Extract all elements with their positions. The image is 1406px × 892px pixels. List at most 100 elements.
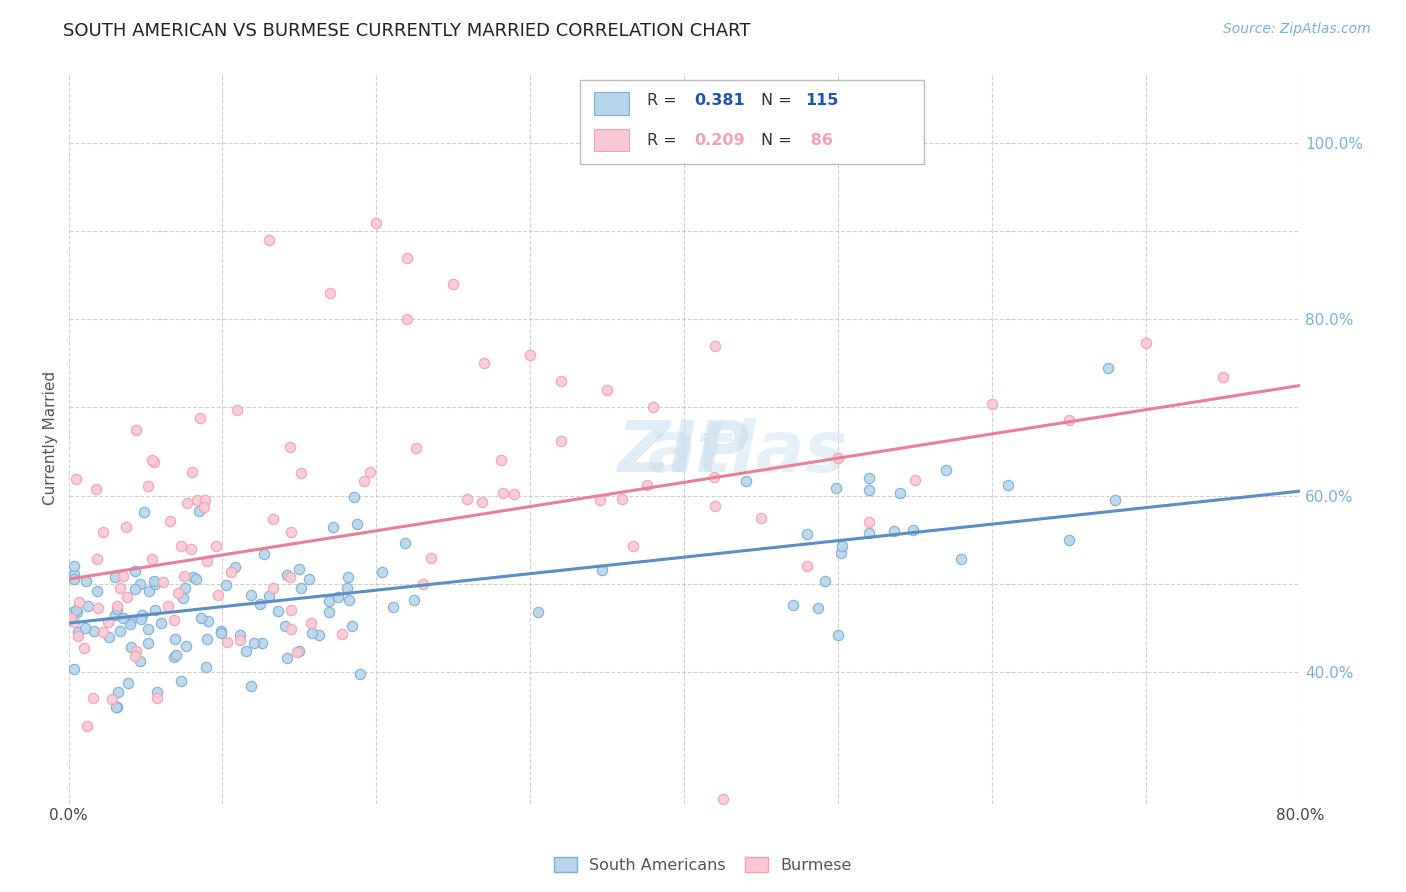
Point bbox=[318, 594, 340, 608]
Point bbox=[262, 581, 284, 595]
Point bbox=[67, 595, 90, 609]
Point bbox=[472, 356, 495, 370]
Point bbox=[173, 569, 195, 583]
Point bbox=[889, 485, 911, 500]
Point bbox=[152, 575, 174, 590]
Point bbox=[163, 650, 186, 665]
Point bbox=[143, 574, 166, 589]
Point bbox=[319, 286, 342, 301]
Point bbox=[274, 619, 297, 633]
Text: 115: 115 bbox=[806, 93, 838, 108]
Point bbox=[489, 452, 512, 467]
Point bbox=[280, 623, 302, 637]
Point bbox=[825, 481, 848, 495]
Point bbox=[129, 576, 152, 591]
Point bbox=[224, 559, 246, 574]
Point bbox=[807, 600, 830, 615]
Point bbox=[65, 472, 87, 486]
Point bbox=[527, 605, 550, 619]
Point bbox=[181, 570, 204, 584]
Point bbox=[252, 636, 274, 650]
Point bbox=[197, 614, 219, 628]
Point bbox=[63, 567, 86, 582]
Point bbox=[101, 691, 124, 706]
Point bbox=[110, 581, 132, 595]
Point bbox=[163, 613, 186, 627]
Point bbox=[796, 527, 818, 541]
Point bbox=[1135, 335, 1157, 350]
Point bbox=[188, 504, 211, 518]
Point bbox=[149, 615, 172, 630]
Point bbox=[138, 636, 160, 650]
Point bbox=[111, 569, 134, 583]
Point bbox=[366, 216, 388, 230]
Point bbox=[337, 569, 360, 583]
Point bbox=[831, 539, 853, 553]
Point bbox=[502, 486, 524, 500]
Point bbox=[129, 612, 152, 626]
Point bbox=[235, 644, 257, 658]
Point bbox=[67, 628, 90, 642]
Point bbox=[950, 552, 973, 566]
Point bbox=[596, 383, 619, 397]
Point bbox=[550, 374, 572, 388]
Point bbox=[83, 624, 105, 639]
Text: SOUTH AMERICAN VS BURMESE CURRENTLY MARRIED CORRELATION CHART: SOUTH AMERICAN VS BURMESE CURRENTLY MARR… bbox=[63, 22, 751, 40]
Text: Source: ZipAtlas.com: Source: ZipAtlas.com bbox=[1223, 22, 1371, 37]
Text: R =: R = bbox=[647, 133, 682, 148]
Point bbox=[858, 516, 880, 530]
Point bbox=[326, 590, 349, 604]
Point bbox=[170, 539, 193, 553]
Point bbox=[225, 402, 247, 417]
Point bbox=[165, 648, 187, 662]
Point bbox=[711, 792, 734, 806]
Point bbox=[215, 578, 238, 592]
Point bbox=[73, 640, 96, 655]
Point bbox=[63, 559, 86, 574]
Point bbox=[301, 625, 323, 640]
Point bbox=[180, 465, 202, 479]
Point bbox=[257, 589, 280, 603]
Point bbox=[215, 634, 238, 648]
Point bbox=[59, 611, 82, 625]
Point bbox=[91, 624, 114, 639]
Point bbox=[62, 615, 84, 629]
Point bbox=[63, 572, 86, 586]
Point bbox=[141, 552, 163, 566]
Point bbox=[97, 630, 120, 644]
Point bbox=[104, 608, 127, 623]
Text: R =: R = bbox=[647, 93, 682, 108]
Point bbox=[125, 423, 148, 437]
Text: 0.381: 0.381 bbox=[695, 93, 745, 108]
Point bbox=[318, 605, 340, 619]
Point bbox=[349, 667, 371, 681]
Point bbox=[193, 500, 215, 514]
Point bbox=[240, 679, 263, 693]
Point bbox=[420, 550, 443, 565]
Point bbox=[470, 494, 492, 508]
Point bbox=[308, 628, 330, 642]
Point bbox=[108, 624, 131, 638]
Point bbox=[129, 654, 152, 668]
Point bbox=[190, 611, 212, 625]
Point bbox=[132, 505, 155, 519]
Point bbox=[124, 582, 146, 596]
Point bbox=[186, 572, 208, 586]
Point bbox=[77, 599, 100, 614]
Point bbox=[290, 581, 312, 595]
Point bbox=[66, 605, 89, 619]
Point bbox=[97, 615, 120, 630]
Point bbox=[342, 618, 364, 632]
Point bbox=[703, 470, 725, 484]
Point bbox=[87, 601, 110, 615]
Point bbox=[174, 639, 197, 653]
Point bbox=[173, 591, 195, 606]
Point bbox=[65, 602, 87, 616]
Point bbox=[636, 477, 658, 491]
Text: 86: 86 bbox=[806, 133, 832, 148]
Point bbox=[343, 490, 366, 504]
Point bbox=[120, 613, 142, 627]
Point bbox=[167, 586, 190, 600]
Point bbox=[253, 547, 276, 561]
Point bbox=[1212, 370, 1234, 384]
